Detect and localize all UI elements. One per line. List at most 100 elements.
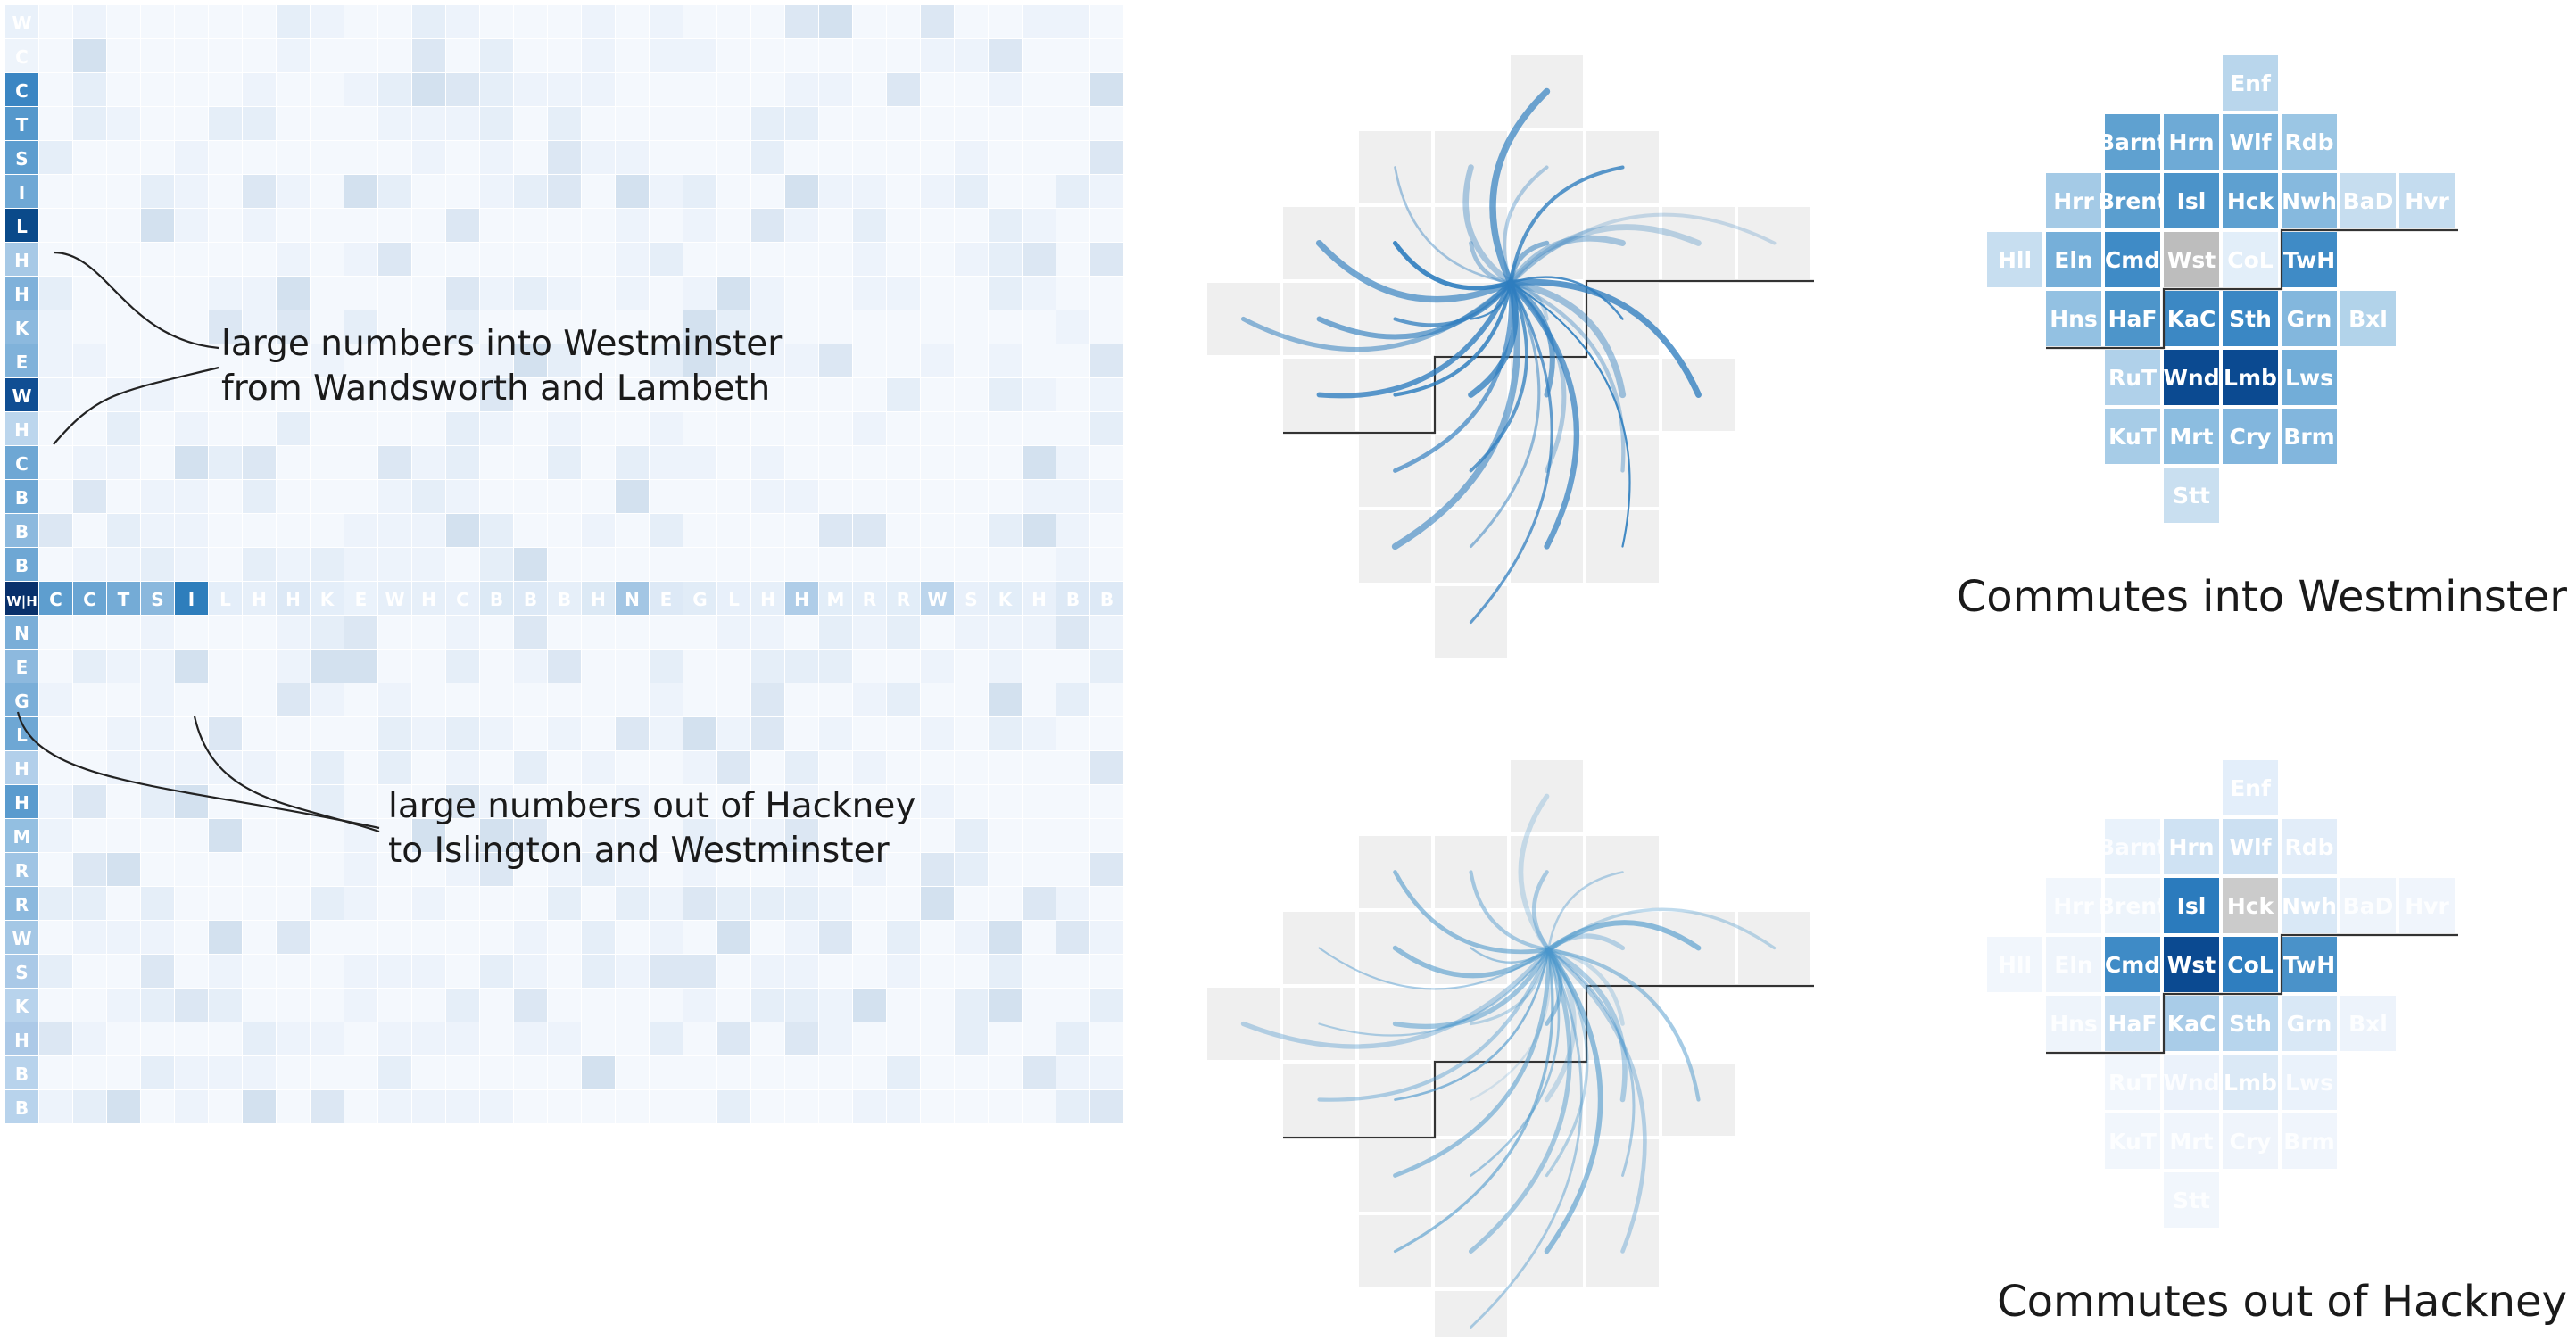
matrix-cell bbox=[412, 1090, 445, 1123]
matrix-cell bbox=[514, 887, 547, 920]
matrix-cell bbox=[616, 277, 649, 310]
matrix-cell bbox=[548, 378, 581, 411]
matrix-cell bbox=[480, 819, 513, 852]
matrix-cell bbox=[514, 107, 547, 140]
matrix-cell bbox=[582, 446, 615, 479]
matrix-cell bbox=[480, 514, 513, 547]
borough-tile bbox=[2282, 878, 2337, 933]
matrix-cell bbox=[1056, 141, 1089, 174]
borough-tile bbox=[2046, 996, 2101, 1051]
column-label: C bbox=[83, 589, 96, 610]
matrix-cell bbox=[683, 73, 716, 106]
matrix-cell bbox=[344, 853, 377, 886]
matrix-cell bbox=[344, 1056, 377, 1089]
matrix-cell bbox=[209, 310, 242, 344]
matrix-cell bbox=[73, 819, 106, 852]
matrix-cell bbox=[785, 514, 818, 547]
matrix-cell bbox=[73, 683, 106, 716]
row-label: B bbox=[15, 521, 29, 542]
row-label: H bbox=[14, 1030, 29, 1051]
borough-label: HaF bbox=[2108, 306, 2158, 332]
matrix-cell bbox=[446, 548, 479, 581]
row-label: G bbox=[14, 691, 29, 712]
matrix-cell bbox=[887, 785, 920, 818]
matrix-cell bbox=[921, 717, 954, 750]
flow-map-tile bbox=[1435, 1064, 1507, 1136]
column-label-cell bbox=[683, 582, 716, 615]
matrix-cell bbox=[717, 751, 750, 784]
matrix-cell bbox=[73, 887, 106, 920]
matrix-cell bbox=[378, 751, 411, 784]
matrix-cell bbox=[751, 1056, 784, 1089]
matrix-cell bbox=[39, 717, 72, 750]
matrix-cell bbox=[480, 650, 513, 683]
matrix-cell bbox=[209, 616, 242, 649]
matrix-cell bbox=[412, 344, 445, 377]
matrix-cell bbox=[819, 480, 852, 513]
matrix-cell bbox=[480, 209, 513, 242]
matrix-cell bbox=[955, 819, 988, 852]
matrix-cell bbox=[955, 480, 988, 513]
matrix-cell bbox=[887, 616, 920, 649]
flow-line bbox=[1518, 793, 1552, 953]
matrix-cell bbox=[39, 1056, 72, 1089]
matrix-cell bbox=[1090, 39, 1123, 72]
matrix-cell bbox=[582, 955, 615, 988]
borough-tile bbox=[2105, 350, 2160, 405]
matrix-cell bbox=[480, 310, 513, 344]
row-label: L bbox=[16, 216, 28, 237]
matrix-cell bbox=[853, 1056, 886, 1089]
matrix-cell bbox=[378, 141, 411, 174]
matrix-cell bbox=[480, 107, 513, 140]
matrix-cell bbox=[311, 650, 344, 683]
matrix-cell bbox=[446, 683, 479, 716]
matrix-cell bbox=[921, 344, 954, 377]
matrix-cell bbox=[887, 446, 920, 479]
matrix-cell bbox=[311, 1022, 344, 1055]
matrix-cell bbox=[751, 548, 784, 581]
matrix-cell bbox=[73, 785, 106, 818]
matrix-cell bbox=[819, 650, 852, 683]
matrix-cell bbox=[175, 378, 208, 411]
matrix-cell bbox=[683, 921, 716, 954]
matrix-cell bbox=[480, 243, 513, 276]
matrix-cell bbox=[209, 1056, 242, 1089]
matrix-cell bbox=[412, 616, 445, 649]
matrix-cell bbox=[1056, 989, 1089, 1022]
matrix-cell bbox=[955, 344, 988, 377]
matrix-cell bbox=[243, 819, 276, 852]
matrix-cell bbox=[887, 480, 920, 513]
flow-line bbox=[1508, 280, 1626, 473]
matrix-cell bbox=[480, 1056, 513, 1089]
matrix-cell bbox=[311, 955, 344, 988]
row-label-cell bbox=[5, 683, 38, 716]
column-label-cell bbox=[378, 582, 411, 615]
matrix-cell bbox=[717, 921, 750, 954]
matrix-cell bbox=[378, 310, 411, 344]
matrix-cell bbox=[73, 955, 106, 988]
column-label-cell bbox=[141, 582, 174, 615]
matrix-cell bbox=[717, 73, 750, 106]
matrix-cell bbox=[73, 480, 106, 513]
flow-line bbox=[1531, 870, 1551, 952]
row-label: S bbox=[15, 148, 28, 170]
matrix-cell bbox=[1023, 955, 1056, 988]
borough-tile bbox=[2282, 291, 2337, 346]
matrix-cell bbox=[853, 378, 886, 411]
flow-line bbox=[1394, 166, 1512, 285]
matrix-cell bbox=[73, 717, 106, 750]
matrix-cell bbox=[582, 548, 615, 581]
matrix-cell bbox=[39, 243, 72, 276]
matrix-cell bbox=[616, 310, 649, 344]
matrix-cell bbox=[1090, 310, 1123, 344]
matrix-cell bbox=[73, 107, 106, 140]
matrix-cell bbox=[1090, 277, 1123, 310]
row-label: W bbox=[12, 385, 31, 407]
matrix-cell bbox=[175, 5, 208, 38]
matrix-cell bbox=[785, 650, 818, 683]
matrix-cell bbox=[378, 39, 411, 72]
matrix-cell bbox=[921, 887, 954, 920]
matrix-cell bbox=[514, 650, 547, 683]
matrix-cell bbox=[887, 683, 920, 716]
matrix-cell bbox=[344, 989, 377, 1022]
